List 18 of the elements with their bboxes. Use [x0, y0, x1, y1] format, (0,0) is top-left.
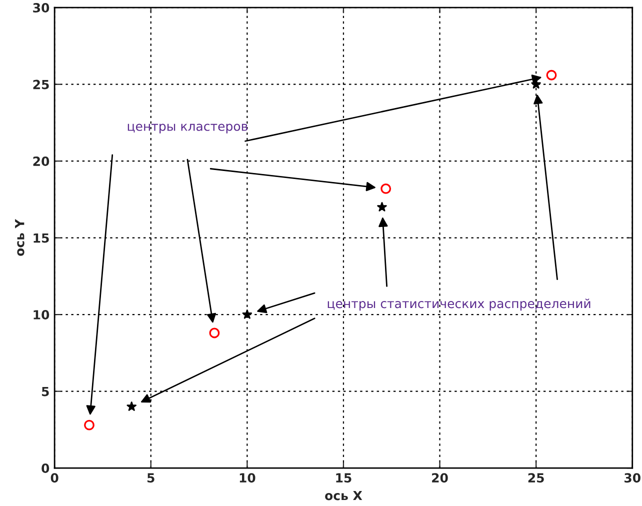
annotation: центры кластеров: [128, 124, 248, 134]
y-tick-label: 0: [42, 464, 50, 473]
y-axis-title: ось Y: [15, 219, 24, 256]
x-tick-label: 25: [528, 473, 544, 483]
x-tick-label: 20: [432, 473, 448, 483]
x-tick-label: 10: [240, 473, 256, 483]
x-tick-label: 15: [336, 473, 352, 483]
x-tick-label: 30: [624, 473, 640, 483]
y-tick-label: 20: [33, 156, 50, 166]
y-tick-label: 25: [33, 80, 49, 90]
x-tick-label: 5: [147, 473, 154, 483]
x-tick-label: 0: [50, 473, 58, 483]
annotation: центры статистических распределений: [328, 298, 590, 311]
y-tick-label: 15: [34, 233, 49, 243]
y-tick-label: 30: [33, 3, 50, 13]
x-axis-title: ось X: [325, 490, 362, 500]
y-tick-label: 10: [34, 310, 50, 320]
y-tick-label: 5: [42, 386, 49, 396]
